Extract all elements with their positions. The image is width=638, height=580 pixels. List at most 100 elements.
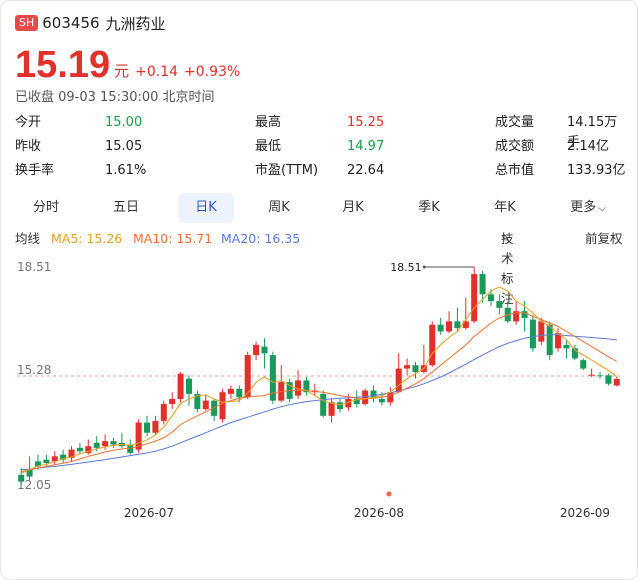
candle-body (404, 365, 411, 369)
candle-body (253, 344, 260, 356)
stat-label: 今开 (15, 115, 42, 130)
price-unit: 元 (114, 62, 130, 80)
stat-label: 昨收 (15, 139, 42, 154)
stat-value: 14.97 (347, 139, 385, 154)
candle-body (102, 441, 109, 447)
candle-body (378, 398, 385, 403)
kline-chart[interactable]: 18.51 15.28 12.05 18.51 2026-07 2026-08 2026-0… (1, 251, 637, 519)
candle-body (446, 321, 453, 332)
candle-body (18, 474, 25, 482)
candle-body (580, 360, 587, 369)
candle-body (437, 324, 444, 332)
market-status: 已收盘 09-03 15:30:00 北京时间 (15, 90, 215, 105)
ma-legend: 均线 MA5: 15.26 MA10: 15.71 MA20: 16.35 ✎ … (15, 229, 627, 306)
candle-body (336, 402, 343, 410)
candle-body (244, 355, 251, 398)
candle-body (395, 368, 402, 393)
stock-code: 603456 (42, 14, 100, 32)
y-tick-label: 18.51 (17, 260, 51, 274)
x-axis-label: 2026-08 (354, 506, 404, 519)
candle-body (345, 398, 352, 408)
candle-body (597, 375, 604, 377)
y-tick-label: 12.05 (17, 478, 51, 492)
high-marker-label: 18.51 (390, 261, 422, 274)
stat-value: 133.93亿 (567, 163, 626, 178)
candle-body (34, 461, 41, 467)
candle-body (571, 348, 578, 359)
tab-1[interactable]: 五日 (112, 200, 139, 215)
candle-body (529, 319, 536, 349)
candle-body (454, 321, 461, 329)
candle-body (219, 392, 226, 420)
candle-body (110, 441, 117, 445)
candle-body (85, 446, 92, 453)
ma5-value: MA5: 15.26 (51, 231, 123, 246)
candle-body (462, 321, 469, 329)
candle-body (320, 393, 327, 416)
tag-icon: ✎ (501, 232, 511, 245)
candle-body (563, 344, 570, 349)
ma20-line (21, 334, 617, 471)
tab-2[interactable]: 日K (178, 193, 234, 223)
candle-body (479, 274, 486, 295)
candle-body (236, 388, 243, 398)
chevron-down-icon: ⌵ (598, 203, 606, 214)
stock-header: SH 603456 九洲药业 (15, 13, 166, 33)
candle-body (26, 469, 33, 477)
candle-body (487, 294, 494, 302)
candle-body (362, 390, 369, 405)
x-axis-label: 2026-07 (124, 506, 174, 519)
stock-name: 九洲药业 (105, 14, 166, 33)
ma20-value: MA20: 16.35 (221, 231, 301, 246)
stat-value: 2.14亿 (567, 139, 609, 154)
stat-label: 成交额 (495, 139, 535, 154)
candle-body (521, 311, 528, 318)
stat-label: 最高 (255, 115, 282, 130)
stat-label: 换手率 (15, 163, 55, 178)
price-change: +0.14 (135, 64, 179, 80)
stat-label: 最低 (255, 139, 282, 154)
current-price: 15.19 (15, 44, 111, 86)
candle-body (303, 380, 310, 393)
candle-body (387, 392, 394, 403)
period-tabs: 分时 五日 日K 周K 月K 季K 年K 更多 ⌵ (15, 193, 627, 223)
candle-body (328, 402, 335, 416)
candle-body (177, 373, 184, 399)
candle-body (588, 374, 595, 376)
candle-body (412, 365, 419, 372)
tab-6[interactable]: 年K (494, 200, 516, 215)
candle-body (144, 422, 151, 433)
tab-3[interactable]: 周K (268, 200, 290, 215)
stat-value: 15.00 (105, 115, 143, 130)
candle-body (51, 456, 58, 462)
candle-body (471, 274, 478, 322)
candle-body (261, 346, 268, 354)
candle-body (160, 404, 167, 421)
ma5-line (21, 286, 618, 474)
candle-body (60, 454, 67, 460)
ma-legend-label: 均线 (15, 231, 41, 246)
candle-body (152, 420, 159, 433)
tab-5[interactable]: 季K (418, 200, 440, 215)
tab-7[interactable]: 更多 ⌵ (570, 200, 606, 215)
candle-body (76, 447, 83, 452)
tab-4[interactable]: 月K (342, 200, 364, 215)
candle-body (269, 355, 276, 401)
price-change-pct: +0.93% (184, 64, 241, 80)
candle-body (496, 301, 503, 308)
candle-body (295, 380, 302, 396)
ma10-line (21, 312, 618, 472)
candle-body (127, 444, 134, 453)
tab-0[interactable]: 分时 (32, 200, 59, 215)
price-row: 15.19 元 +0.14 +0.93% (15, 41, 240, 85)
stat-value: 15.25 (347, 115, 385, 130)
stat-label: 成交量 (495, 115, 535, 130)
exchange-badge: SH (15, 15, 39, 31)
stat-label: 总市值 (495, 163, 535, 178)
candle-body (538, 321, 545, 342)
adjust-mode-button[interactable]: 前复权 (585, 231, 623, 246)
candle-body (202, 400, 209, 410)
candle-body (429, 324, 436, 366)
stat-value: 14.15万手 (567, 115, 618, 150)
candle-body (513, 311, 520, 322)
